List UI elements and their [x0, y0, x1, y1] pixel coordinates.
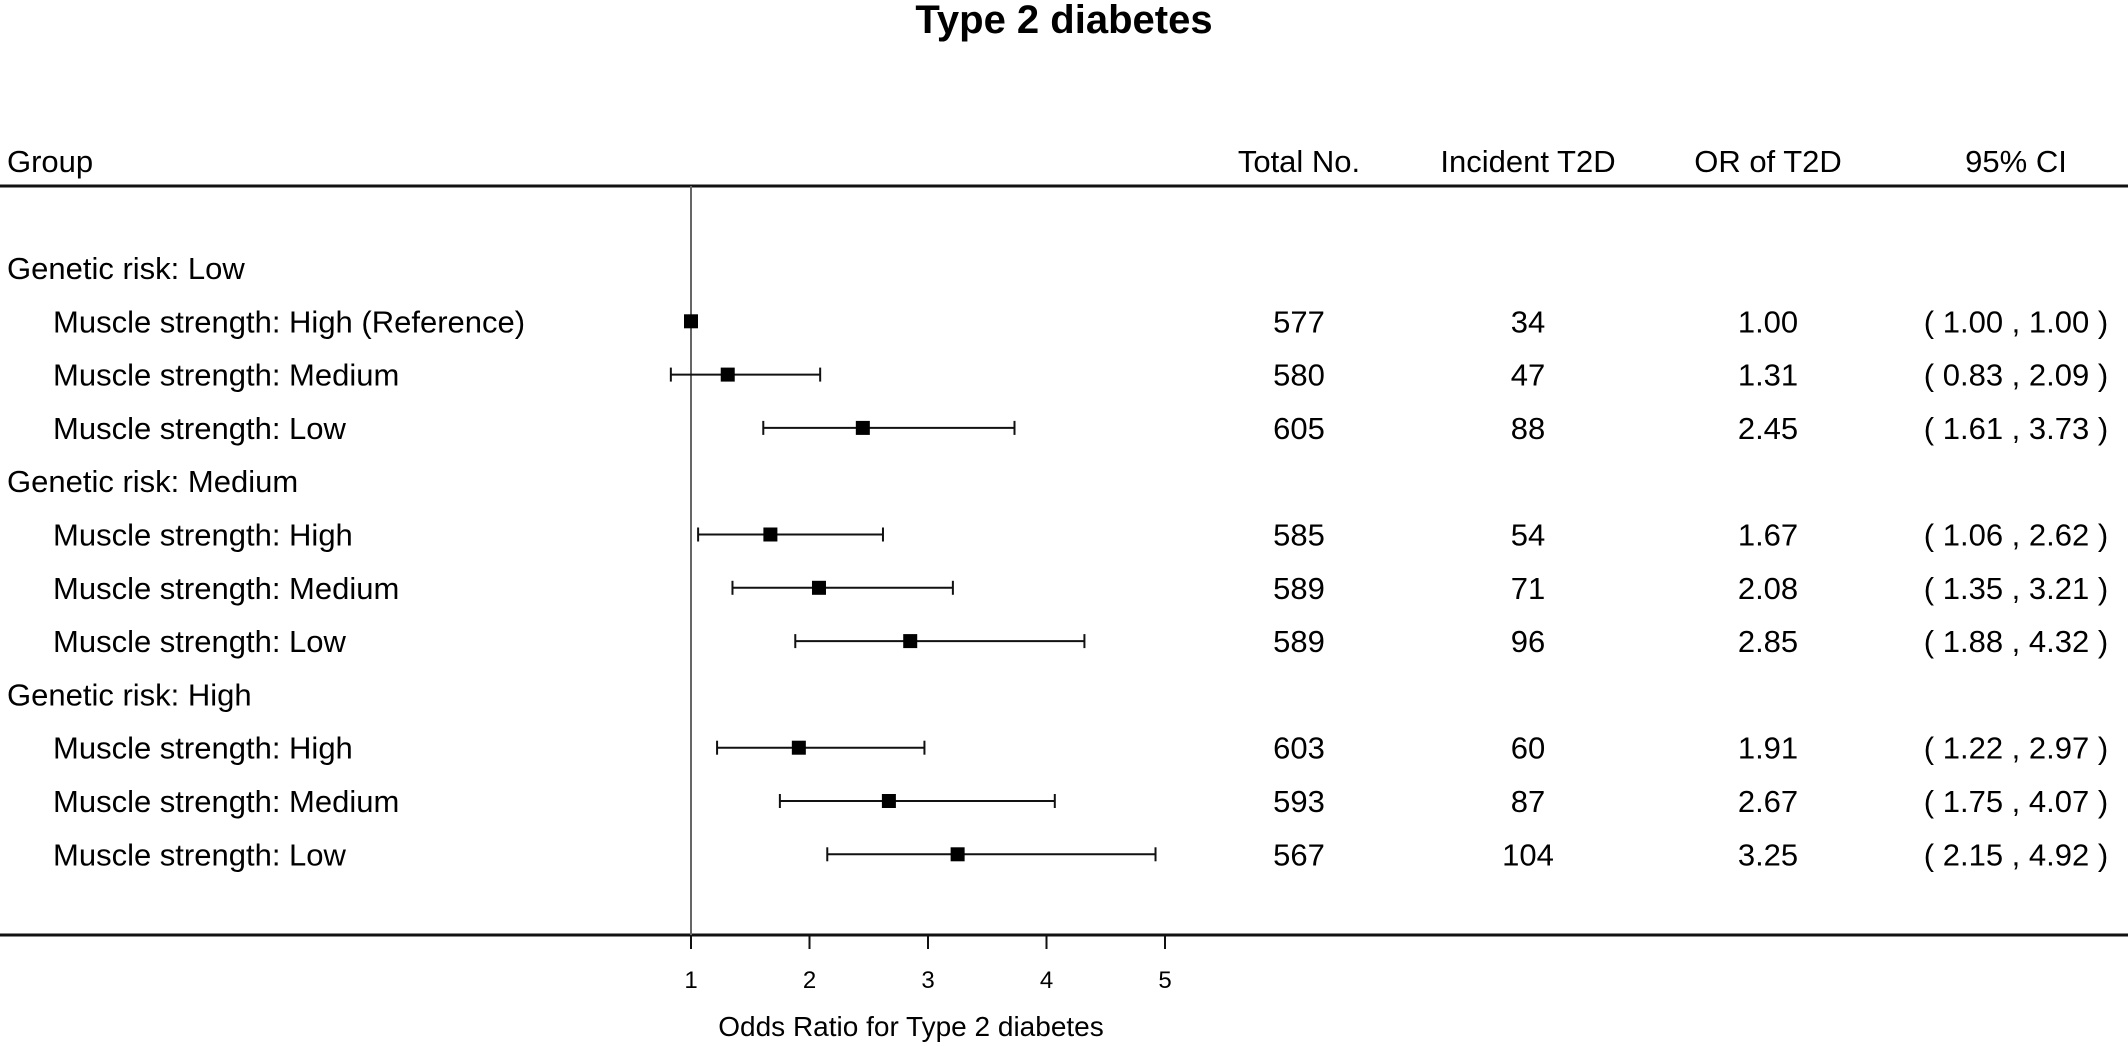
- column-header-total: Total No.: [1238, 144, 1360, 179]
- or-point: [950, 847, 965, 862]
- or-cell: 3.25: [1738, 837, 1798, 872]
- column-header-group: Group: [7, 144, 93, 179]
- row-label: Muscle strength: Medium: [53, 784, 399, 819]
- x-axis-label: Odds Ratio for Type 2 diabetes: [718, 1011, 1104, 1042]
- ci-cell: ( 1.61 , 3.73 ): [1924, 411, 2108, 446]
- total-no-cell: 605: [1273, 411, 1325, 446]
- or-cell: 1.91: [1738, 731, 1798, 766]
- x-tick-label: 1: [684, 967, 697, 994]
- or-cell: 1.00: [1738, 304, 1798, 339]
- row-label: Muscle strength: Low: [53, 837, 347, 872]
- or-cell: 2.85: [1738, 624, 1798, 659]
- incident-t2d-cell: 60: [1511, 731, 1545, 766]
- group-label: Genetic risk: Low: [7, 251, 245, 286]
- x-axis: 1 2 3 4 5: [684, 935, 1172, 994]
- row-label: Muscle strength: High: [53, 731, 353, 766]
- ci-cell: ( 1.00 , 1.00 ): [1924, 304, 2108, 339]
- row-label: Muscle strength: Low: [53, 411, 347, 446]
- row-label: Muscle strength: High (Reference): [53, 304, 525, 339]
- row-label: Muscle strength: Low: [53, 624, 347, 659]
- chart-title: Type 2 diabetes: [915, 0, 1212, 42]
- or-point: [684, 314, 698, 329]
- total-no-cell: 567: [1273, 837, 1325, 872]
- incident-t2d-cell: 47: [1511, 358, 1545, 393]
- ci-cell: ( 1.06 , 2.62 ): [1924, 518, 2108, 553]
- or-point: [855, 420, 870, 435]
- or-cell: 2.45: [1738, 411, 1798, 446]
- or-point: [791, 740, 806, 755]
- or-cell: 2.08: [1738, 571, 1798, 606]
- plot-rows: Genetic risk: Low Muscle strength: High (…: [7, 186, 2108, 935]
- total-no-cell: 589: [1273, 571, 1325, 606]
- ci-cell: ( 1.22 , 2.97 ): [1924, 731, 2108, 766]
- or-point: [763, 527, 778, 542]
- total-no-cell: 580: [1273, 358, 1325, 393]
- group-label: Genetic risk: Medium: [7, 464, 298, 499]
- total-no-cell: 585: [1273, 518, 1325, 553]
- ci-cell: ( 1.88 , 4.32 ): [1924, 624, 2108, 659]
- x-tick-label: 3: [921, 967, 934, 994]
- or-cell: 1.31: [1738, 358, 1798, 393]
- ci-cell: ( 0.83 , 2.09 ): [1924, 358, 2108, 393]
- ci-cell: ( 2.15 , 4.92 ): [1924, 837, 2108, 872]
- incident-t2d-cell: 71: [1511, 571, 1545, 606]
- ci-cell: ( 1.75 , 4.07 ): [1924, 784, 2108, 819]
- or-cell: 1.67: [1738, 518, 1798, 553]
- column-header-ci: 95% CI: [1965, 144, 2067, 179]
- total-no-cell: 603: [1273, 731, 1325, 766]
- incident-t2d-cell: 88: [1511, 411, 1545, 446]
- total-no-cell: 577: [1273, 304, 1325, 339]
- group-label: Genetic risk: High: [7, 677, 252, 712]
- or-point: [720, 367, 735, 382]
- incident-t2d-cell: 34: [1511, 304, 1545, 339]
- row-label: Muscle strength: High: [53, 518, 353, 553]
- or-point: [811, 580, 826, 595]
- x-tick-label: 2: [803, 967, 816, 994]
- total-no-cell: 593: [1273, 784, 1325, 819]
- total-no-cell: 589: [1273, 624, 1325, 659]
- or-point: [881, 794, 896, 808]
- or-point: [903, 634, 918, 649]
- or-cell: 2.67: [1738, 784, 1798, 819]
- incident-t2d-cell: 54: [1511, 518, 1545, 553]
- row-label: Muscle strength: Medium: [53, 571, 399, 606]
- row-label: Muscle strength: Medium: [53, 358, 399, 393]
- ci-cell: ( 1.35 , 3.21 ): [1924, 571, 2108, 606]
- incident-t2d-cell: 96: [1511, 624, 1545, 659]
- incident-t2d-cell: 104: [1502, 837, 1554, 872]
- x-tick-label: 5: [1158, 967, 1171, 994]
- x-tick-label: 4: [1040, 967, 1053, 994]
- column-header-or: OR of T2D: [1694, 144, 1842, 179]
- incident-t2d-cell: 87: [1511, 784, 1545, 819]
- column-header-incident: Incident T2D: [1440, 144, 1615, 179]
